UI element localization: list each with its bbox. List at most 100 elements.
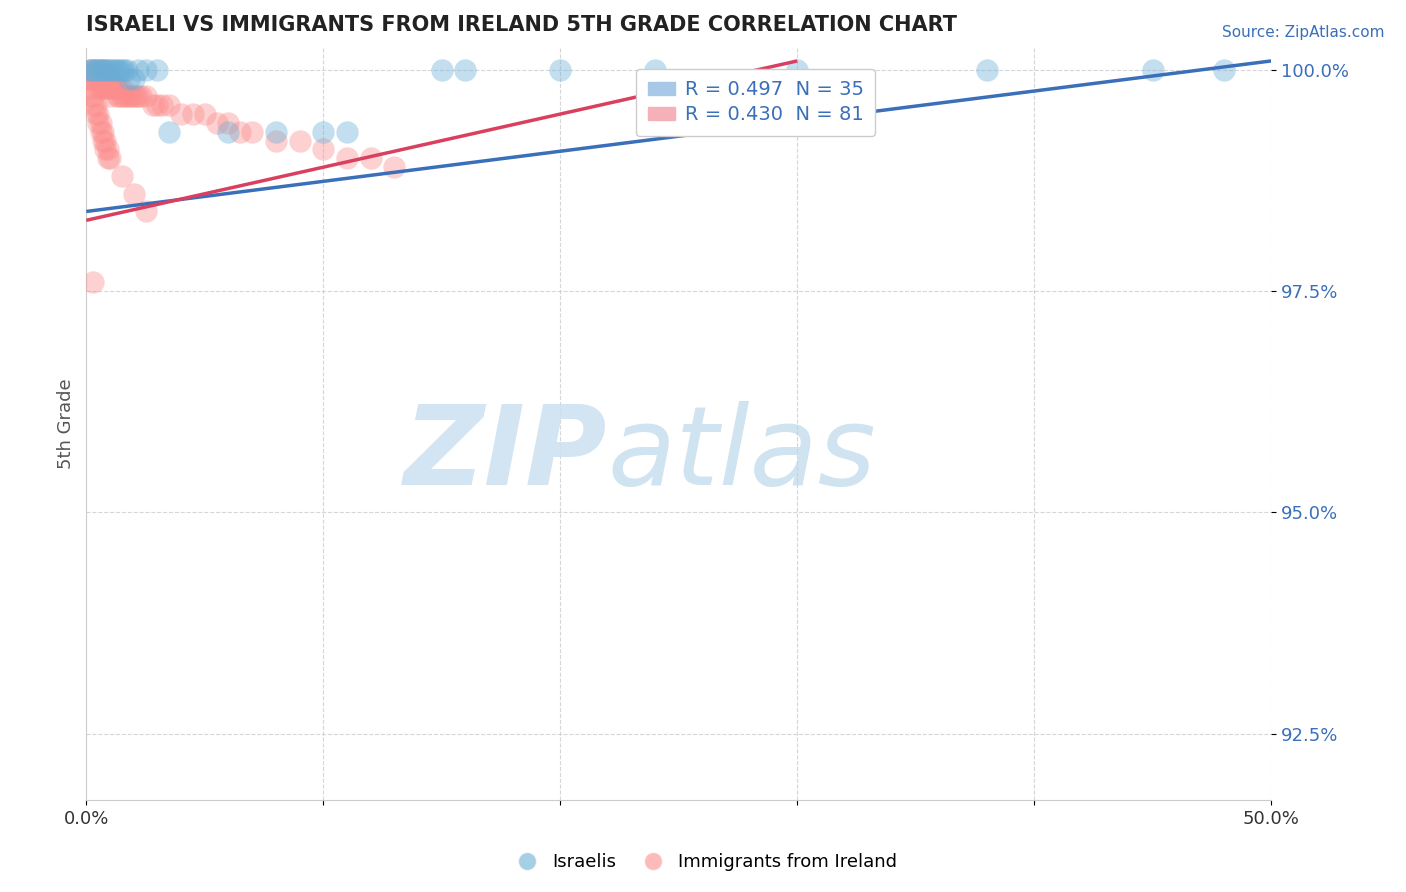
- Point: [101, 71, 124, 86]
- Point: [94, 62, 117, 77]
- Point: [111, 169, 134, 183]
- Point: [87, 80, 110, 95]
- Point: [87, 62, 110, 77]
- Point: [360, 152, 382, 166]
- Point: [135, 89, 157, 103]
- Point: [382, 160, 405, 174]
- Point: [84, 71, 107, 86]
- Point: [82, 275, 104, 289]
- Point: [97, 152, 120, 166]
- Point: [97, 71, 120, 86]
- Point: [217, 125, 239, 139]
- Point: [108, 80, 131, 95]
- Point: [217, 116, 239, 130]
- Point: [644, 62, 666, 77]
- Point: [135, 62, 157, 77]
- Point: [87, 71, 110, 86]
- Point: [112, 89, 135, 103]
- Point: [94, 134, 117, 148]
- Point: [120, 89, 142, 103]
- Point: [87, 116, 110, 130]
- Point: [80, 62, 103, 77]
- Point: [786, 62, 808, 77]
- Point: [98, 152, 121, 166]
- Point: [101, 62, 124, 77]
- Point: [115, 89, 138, 103]
- Point: [87, 62, 110, 77]
- Point: [127, 89, 149, 103]
- Point: [98, 89, 121, 103]
- Point: [84, 98, 107, 112]
- Point: [97, 80, 120, 95]
- Point: [91, 62, 114, 77]
- Legend: Israelis, Immigrants from Ireland: Israelis, Immigrants from Ireland: [502, 847, 904, 879]
- Point: [104, 62, 127, 77]
- Point: [108, 89, 131, 103]
- Point: [84, 62, 107, 77]
- Point: [108, 62, 131, 77]
- Point: [146, 62, 169, 77]
- Point: [91, 125, 114, 139]
- Point: [548, 62, 571, 77]
- Point: [105, 89, 128, 103]
- Point: [82, 89, 104, 103]
- Point: [264, 134, 287, 148]
- Point: [142, 98, 165, 112]
- Point: [98, 80, 121, 95]
- Text: ZIP: ZIP: [404, 401, 607, 508]
- Point: [91, 80, 114, 95]
- Point: [146, 98, 169, 112]
- Point: [111, 80, 134, 95]
- Point: [82, 71, 104, 86]
- Point: [94, 143, 117, 157]
- Point: [181, 107, 204, 121]
- Point: [118, 89, 141, 103]
- Point: [104, 71, 127, 86]
- Point: [82, 98, 104, 112]
- Point: [91, 134, 114, 148]
- Point: [122, 71, 145, 86]
- Point: [97, 62, 120, 77]
- Text: ISRAELI VS IMMIGRANTS FROM IRELAND 5TH GRADE CORRELATION CHART: ISRAELI VS IMMIGRANTS FROM IRELAND 5TH G…: [86, 15, 957, 35]
- Point: [87, 107, 110, 121]
- Point: [205, 116, 228, 130]
- Point: [104, 80, 127, 95]
- Point: [122, 186, 145, 201]
- Point: [91, 62, 114, 77]
- Point: [115, 62, 138, 77]
- Point: [89, 116, 111, 130]
- Point: [98, 62, 121, 77]
- Point: [312, 143, 335, 157]
- Point: [118, 71, 141, 86]
- Point: [84, 107, 107, 121]
- Point: [240, 125, 263, 139]
- Point: [129, 89, 152, 103]
- Point: [80, 62, 103, 77]
- Text: atlas: atlas: [607, 401, 876, 508]
- Point: [336, 152, 359, 166]
- Point: [94, 80, 117, 95]
- Point: [105, 80, 128, 95]
- Point: [105, 62, 128, 77]
- Point: [976, 62, 998, 77]
- Point: [91, 71, 114, 86]
- Point: [80, 71, 103, 86]
- Point: [97, 143, 120, 157]
- Point: [135, 204, 157, 219]
- Point: [127, 62, 149, 77]
- Point: [94, 71, 117, 86]
- Point: [84, 62, 107, 77]
- Point: [150, 98, 173, 112]
- Point: [1212, 62, 1234, 77]
- Point: [336, 125, 359, 139]
- Point: [98, 71, 121, 86]
- Point: [170, 107, 193, 121]
- Point: [112, 62, 135, 77]
- Point: [111, 89, 134, 103]
- Point: [101, 80, 124, 95]
- Point: [194, 107, 217, 121]
- Point: [229, 125, 252, 139]
- Point: [288, 134, 311, 148]
- Point: [1142, 62, 1164, 77]
- Y-axis label: 5th Grade: 5th Grade: [58, 378, 75, 469]
